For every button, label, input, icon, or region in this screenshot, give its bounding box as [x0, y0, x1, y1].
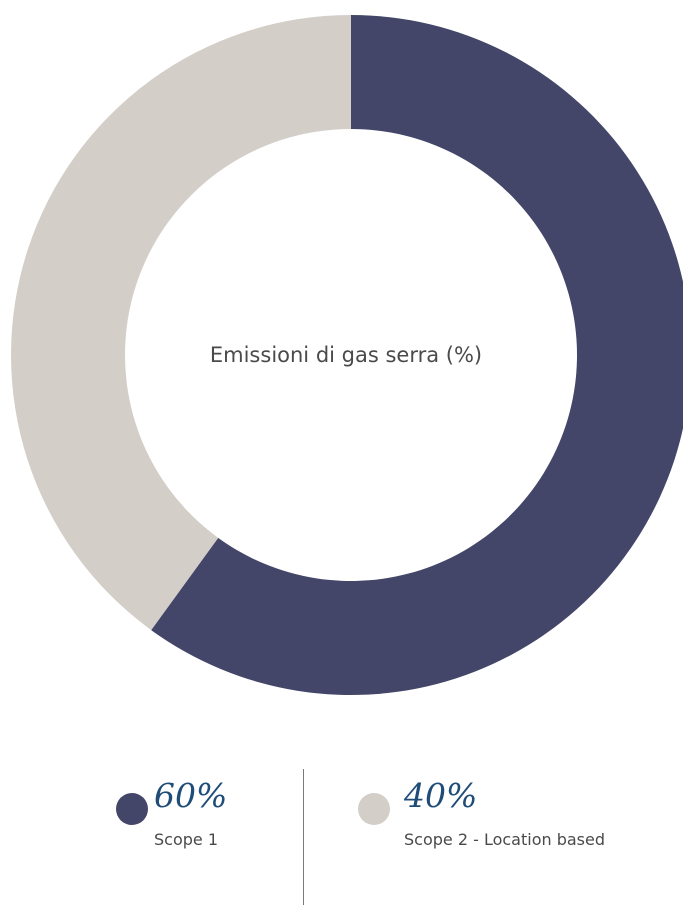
legend-value-scope-1: 60%	[154, 776, 228, 815]
donut-slice-2	[10, 15, 351, 631]
legend-divider	[303, 769, 304, 905]
legend-item-scope-1: 60% Scope 1	[116, 779, 286, 848]
chart-slices	[10, 15, 683, 695]
chart-title: Emissioni di gas serra (%)	[210, 343, 482, 367]
legend-swatch-scope-2	[358, 793, 390, 825]
donut-slice-1	[151, 15, 683, 695]
legend-item-scope-2: 40% Scope 2 - Location based	[358, 779, 648, 848]
legend-label-scope-1: Scope 1	[154, 830, 219, 849]
donut-chart: Emissioni di gas serra (%)	[10, 15, 683, 695]
legend-swatch-scope-1	[116, 793, 148, 825]
legend-label-scope-2: Scope 2 - Location based	[404, 830, 606, 849]
legend-value-scope-2: 40%	[404, 776, 478, 815]
